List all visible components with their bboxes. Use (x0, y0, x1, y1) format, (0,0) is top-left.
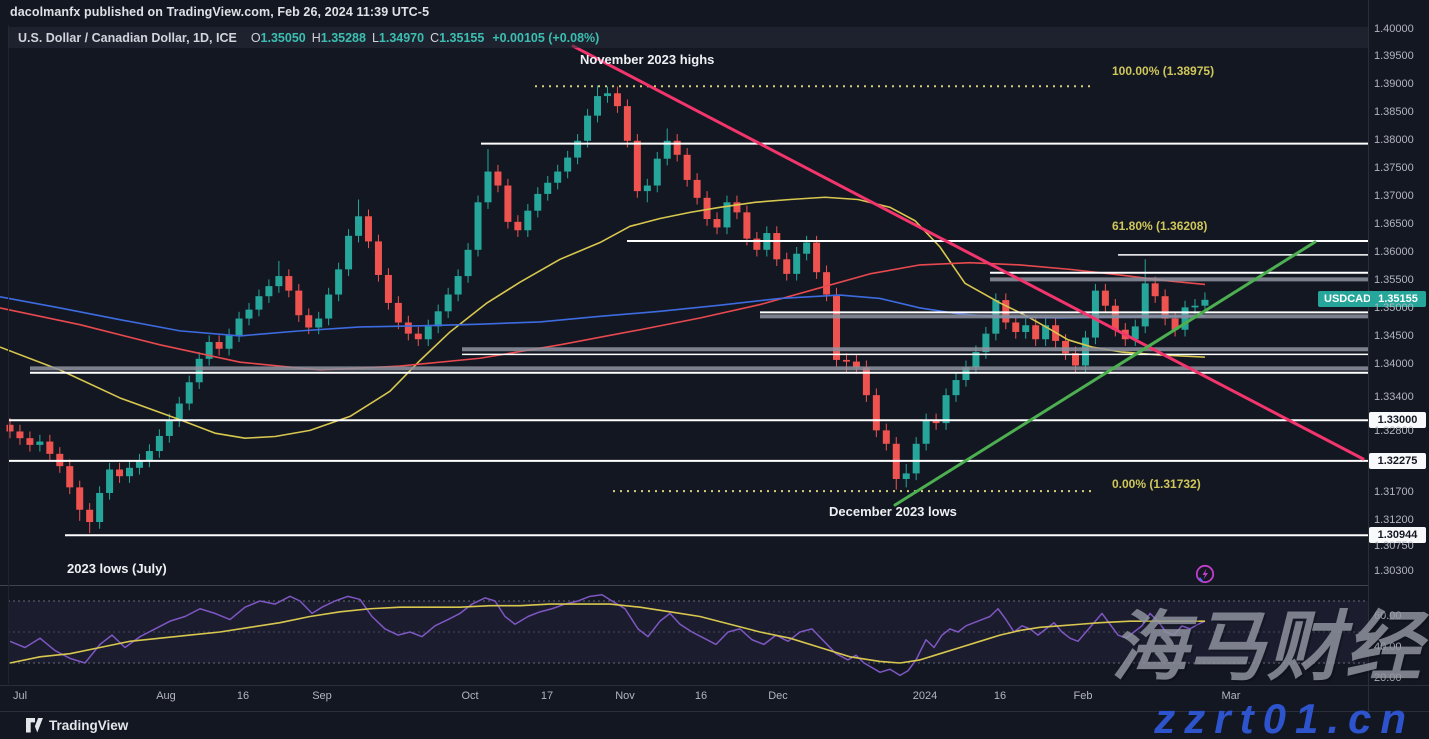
price-tick: 1.38000 (1374, 134, 1414, 147)
time-label: Nov (615, 690, 635, 702)
rsi-tick: 60.00 (1374, 610, 1402, 622)
fib-label-0: 0.00% (1.31732) (1112, 477, 1201, 491)
time-label: 16 (694, 690, 708, 702)
price-tick: 1.34000 (1374, 357, 1414, 370)
ma-red-line (0, 261, 1206, 371)
time-label: 16 (993, 690, 1007, 702)
time-label: 16 (236, 690, 250, 702)
watermark-brand: 海马财经 (1111, 605, 1423, 690)
price-tick: 1.39000 (1374, 78, 1414, 91)
downtrend-line[interactable] (571, 44, 1365, 461)
high-label: H (311, 30, 321, 45)
time-label: Jul (12, 690, 28, 702)
price-tick: 1.32800 (1374, 424, 1414, 437)
time-label: Dec (768, 690, 788, 702)
symbol-legend[interactable]: U.S. Dollar / Canadian Dollar, 1D, ICE O… (8, 27, 1368, 48)
open-value: 1.35050 (260, 30, 306, 45)
rsi-ma-line (9, 603, 1205, 664)
price-tick: 1.34500 (1374, 329, 1414, 342)
time-label: 2024 (912, 690, 938, 702)
rsi-tick: 40.00 (1374, 641, 1402, 653)
annotation-july-lows: 2023 lows (July) (67, 561, 167, 576)
price-axis[interactable]: 1.40000 1.39500 1.39000 1.38500 1.38000 1.375… (1369, 0, 1429, 711)
time-label: Feb (1073, 690, 1093, 702)
price-tick: 1.38500 (1374, 106, 1414, 119)
time-label: 17 (540, 690, 554, 702)
annotation-december-lows: December 2023 lows (829, 504, 957, 519)
lightning-badge-icon[interactable] (1195, 564, 1215, 584)
price-tick: 1.36500 (1374, 218, 1414, 231)
level-badge-1.33000[interactable]: 1.33000 (1369, 412, 1426, 428)
level-badge-1.32275[interactable]: 1.32275 (1369, 453, 1426, 469)
fib-label-100: 100.00% (1.38975) (1112, 64, 1215, 78)
time-label: Aug (156, 690, 176, 702)
symbol-title[interactable]: U.S. Dollar / Canadian Dollar, 1D, ICE (18, 30, 237, 45)
low-value: 1.34970 (378, 30, 425, 45)
price-tick: 1.33400 (1374, 391, 1414, 404)
tradingview-logo-text: TradingView (49, 718, 129, 733)
time-label: Sep (312, 690, 332, 702)
time-label: Mar (1221, 690, 1241, 702)
price-tick: 1.39500 (1374, 50, 1414, 63)
candles-layer (6, 85, 1209, 534)
fib-label-618: 61.80% (1.36208) (1112, 219, 1208, 233)
level-badge-1.30944[interactable]: 1.30944 (1369, 527, 1426, 543)
price-tick: 1.30750 (1374, 539, 1414, 552)
uptrend-line[interactable] (893, 240, 1317, 507)
tradingview-logo[interactable]: TradingView (26, 718, 128, 733)
tradingview-logo-icon (26, 718, 43, 733)
price-tick: 1.40000 (1374, 22, 1414, 35)
close-label: C (430, 30, 440, 45)
publish-text: dacolmanfx published on TradingView.com,… (10, 5, 430, 19)
low-label: L (371, 30, 379, 45)
time-axis[interactable]: Jul Aug 16 Sep Oct 17 Nov 16 Dec 2024 16 Feb Mar (0, 686, 1368, 711)
symbol-badge[interactable]: USDCAD (1318, 291, 1378, 307)
high-value: 1.35288 (320, 30, 366, 45)
open-label: O (250, 30, 261, 45)
price-tick: 1.31700 (1374, 486, 1414, 499)
price-tick: 1.37000 (1374, 190, 1414, 203)
annotation-november-highs: November 2023 highs (580, 52, 715, 67)
last-price-badge[interactable]: 1.35155 (1370, 291, 1426, 307)
price-tick: 1.36000 (1374, 246, 1414, 259)
price-tick: 1.31200 (1374, 514, 1414, 527)
rsi-line (9, 594, 1206, 677)
publish-attribution: dacolmanfx published on TradingView.com,… (10, 5, 429, 19)
footer-bar: TradingView (0, 712, 1429, 739)
price-tick: 1.30300 (1374, 564, 1414, 577)
price-tick: 1.35000 (1374, 302, 1414, 314)
change-value: +0.00105 (+0.08%) (492, 30, 600, 45)
close-value: 1.35155 (439, 30, 485, 45)
time-label: Oct (461, 690, 479, 702)
rsi-tick: 20.00 (1374, 672, 1402, 684)
price-tick: 1.35500 (1374, 274, 1414, 287)
watermark-url: zzrt01.cn (1154, 695, 1415, 739)
price-tick: 1.37500 (1374, 162, 1414, 175)
